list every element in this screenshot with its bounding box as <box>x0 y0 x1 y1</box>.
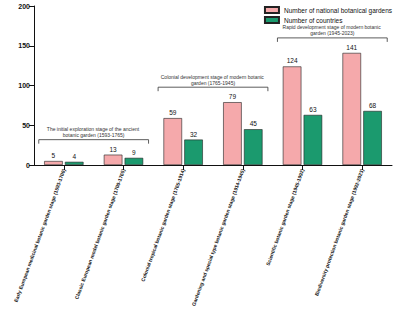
svg-text:9: 9 <box>132 149 136 156</box>
svg-text:150: 150 <box>18 42 30 49</box>
svg-text:0: 0 <box>26 162 30 169</box>
svg-text:200: 200 <box>18 3 30 10</box>
svg-text:68: 68 <box>369 102 377 109</box>
svg-text:5: 5 <box>52 152 56 159</box>
svg-text:Biodiversity protection botani: Biodiversity protection botanic garden s… <box>313 168 365 297</box>
svg-text:garden (1765-1945): garden (1765-1945) <box>191 80 236 86</box>
svg-text:Scientific botanic garden stag: Scientific botanic garden stage (1945-19… <box>265 168 306 267</box>
svg-text:Gardening and special type bot: Gardening and special type botanic garde… <box>190 168 246 307</box>
svg-text:Number of national botanical g: Number of national botanical gardens <box>284 7 393 15</box>
svg-text:The initial exploration stage: The initial exploration stage of the anc… <box>46 126 141 133</box>
svg-text:59: 59 <box>169 109 177 116</box>
svg-text:garden (1945-2023): garden (1945-2023) <box>310 30 355 36</box>
svg-text:141: 141 <box>346 44 357 51</box>
svg-text:13: 13 <box>109 146 117 153</box>
svg-text:45: 45 <box>250 120 258 127</box>
svg-text:Classic European model botanic: Classic European model botanic garden st… <box>73 168 126 300</box>
svg-text:botanic garden (1593-1765): botanic garden (1593-1765) <box>63 132 125 138</box>
svg-text:79: 79 <box>229 93 237 100</box>
svg-text:Colonial tropical botanic gard: Colonial tropical botanic garden stage (… <box>139 168 186 283</box>
svg-text:63: 63 <box>309 106 317 113</box>
svg-text:100: 100 <box>18 82 30 89</box>
svg-text:Early European medicinal botan: Early European medicinal botanic garden … <box>13 168 67 303</box>
svg-text:Colonial development stage of: Colonial development stage of modern bot… <box>160 73 266 80</box>
svg-text:32: 32 <box>190 131 198 138</box>
svg-text:124: 124 <box>287 57 298 64</box>
svg-text:50: 50 <box>22 122 30 129</box>
svg-text:Number of countries: Number of countries <box>284 17 343 24</box>
svg-text:4: 4 <box>72 153 76 160</box>
svg-text:Rapid development stage of mod: Rapid development stage of modern botani… <box>282 24 383 31</box>
